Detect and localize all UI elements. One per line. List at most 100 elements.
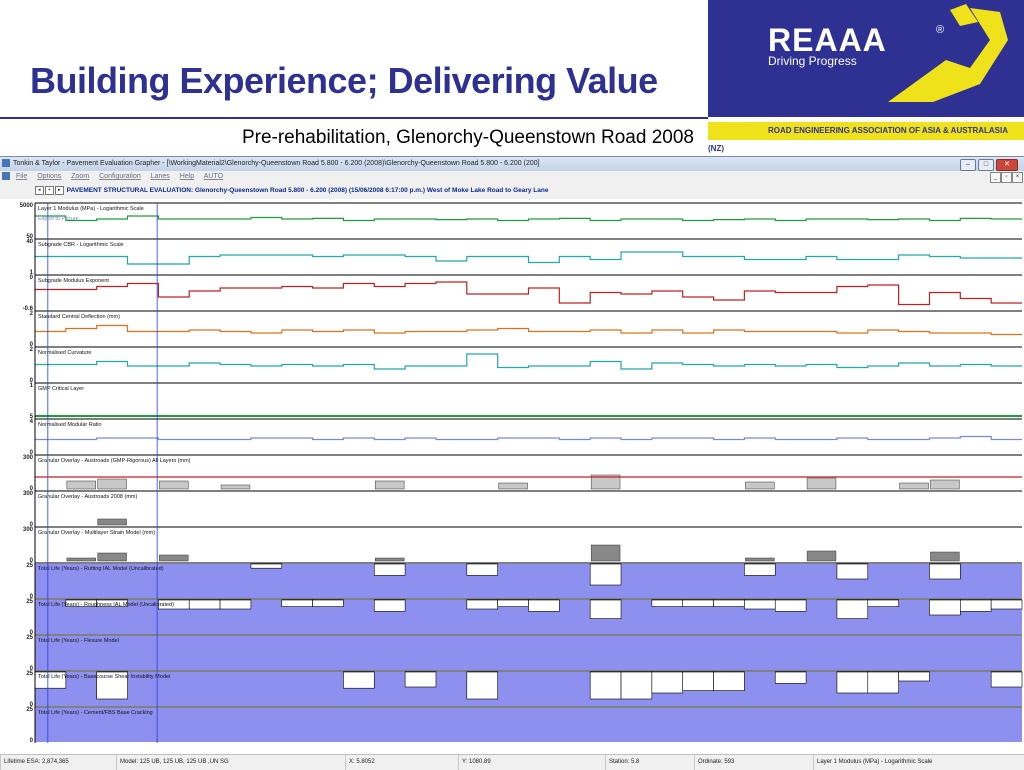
- pavement-chart[interactable]: Layer 1 Modulus (MPa) - Logarithmic Scal…: [0, 199, 1024, 755]
- life-gap: [219, 599, 252, 610]
- status-model: Model: 125 UB, 125 UB, 125 UB ,UN SG: [116, 755, 346, 770]
- life-gap: [651, 671, 684, 694]
- doc-restore-button[interactable]: ▫: [1001, 172, 1012, 183]
- axis-min-label: 0: [30, 342, 34, 348]
- panel-label: Granular Overlay - Austroads (GMP-Rigoro…: [38, 458, 191, 464]
- life-gap: [466, 563, 498, 576]
- minimize-button[interactable]: ‒: [960, 159, 976, 171]
- overlay-bar: [375, 557, 405, 562]
- maximize-button[interactable]: □: [978, 159, 994, 171]
- status-x: X: 5.8052: [345, 755, 459, 770]
- axis-max-label: 25: [26, 635, 33, 641]
- panel-label: Granular Overlay - Austroads 2008 (mm): [38, 494, 138, 500]
- axis-min-label: 5: [30, 414, 34, 420]
- menu-file[interactable]: File: [15, 173, 28, 180]
- life-gap: [774, 599, 807, 612]
- series-line: [35, 435, 1022, 441]
- life-gap: [497, 599, 529, 607]
- series-line: [35, 281, 1022, 306]
- header-row: ◂ + ▸ PAVEMENT STRUCTURAL EVALUATION: Glen…: [0, 183, 1024, 199]
- axis-max-label: 300: [23, 491, 34, 497]
- panel-label: Normalised Curvature: [38, 350, 92, 356]
- overlay-bar: [220, 484, 251, 490]
- overlay-bar: [97, 518, 127, 526]
- life-fill: [35, 564, 1022, 598]
- slide-subtitle: Pre-rehabilitation, Glenorchy-Queenstown…: [241, 127, 694, 148]
- axis-max-label: 4: [30, 419, 34, 425]
- status-station: Station: 5.8: [605, 755, 695, 770]
- series-line: [35, 251, 1022, 265]
- life-gap: [744, 563, 776, 576]
- menu-configuration[interactable]: Configuration: [99, 173, 141, 180]
- overlay-bar: [899, 482, 929, 490]
- life-gap: [867, 599, 899, 607]
- axis-max-label: 300: [23, 455, 34, 461]
- panel-label: Subgrade Modulus Exponent: [38, 278, 109, 284]
- life-gap: [713, 599, 745, 607]
- logo-road-graphic: [888, 4, 1008, 102]
- menu-help[interactable]: Help: [179, 173, 195, 180]
- axis-min-label: 0: [30, 486, 34, 492]
- axis-min-label: 0: [30, 738, 34, 744]
- menu-options[interactable]: Options: [37, 173, 62, 180]
- life-gap: [589, 563, 622, 586]
- life-gap: [96, 599, 128, 607]
- life-gap: [188, 599, 221, 610]
- axis-max-label: 25: [26, 563, 33, 569]
- life-gap: [466, 671, 498, 700]
- panel-label: Granular Overlay - Multilayer Strain Mod…: [38, 530, 155, 536]
- panel-label: GMP Critical Layer: [38, 386, 84, 392]
- status-ordinate: Ordinate: 593: [694, 755, 814, 770]
- panel-label: Total Life (Years) - Rutting IAL Model (…: [38, 566, 164, 572]
- status-lifetime-esa: Lifetime ESA: 2,874,365: [0, 755, 117, 770]
- axis-max-label: 2: [30, 347, 34, 353]
- add-section-button[interactable]: +: [44, 185, 54, 195]
- axis-min-label: 50: [26, 234, 33, 240]
- overlay-bar: [498, 482, 528, 490]
- panel-label: Standard Central Deflection (mm): [38, 314, 120, 320]
- life-gap: [836, 671, 869, 694]
- panel-4: Normalised Curvature 2 0: [30, 346, 1022, 384]
- menu-auto[interactable]: AUTO: [203, 173, 224, 180]
- life-gap: [373, 599, 406, 612]
- status-active-panel: Layer 1 Modulus (MPa) - Logarithmic Scal…: [813, 755, 1024, 770]
- doc-close-button[interactable]: ×: [1012, 172, 1023, 183]
- axis-min-label: 0: [30, 558, 34, 564]
- life-fill: [35, 636, 1022, 670]
- overlay-bar: [97, 552, 127, 562]
- life-gap: [929, 599, 961, 616]
- life-gap: [250, 563, 283, 569]
- menu-zoom[interactable]: Zoom: [71, 173, 90, 180]
- overlay-bar: [159, 554, 189, 562]
- logo-wordmark: REAAA: [768, 22, 887, 58]
- axis-max-label: 5000: [20, 203, 34, 209]
- life-gap: [651, 599, 684, 607]
- life-gap: [774, 671, 807, 684]
- logo-tagline: Driving Progress: [768, 54, 857, 68]
- overlay-bar: [375, 480, 405, 490]
- axis-min-label: 0: [30, 594, 34, 600]
- export-to-picture-link[interactable]: Export to Picture: [38, 216, 79, 222]
- status-y: Y: 1080.89: [458, 755, 606, 770]
- association-bar: ROAD ENGINEERING ASSOCIATION OF ASIA & A…: [708, 122, 1024, 153]
- close-button[interactable]: ✕: [996, 159, 1018, 171]
- life-gap: [312, 599, 344, 607]
- axis-max-label: 40: [26, 239, 33, 245]
- menu-lanes[interactable]: Lanes: [150, 173, 170, 180]
- title-rule: [0, 117, 708, 119]
- doc-minimize-button[interactable]: _: [990, 172, 1001, 183]
- life-gap: [990, 599, 1023, 610]
- life-gap: [744, 599, 776, 610]
- panel-2: Subgrade Modulus Exponent 0 -0.6: [23, 274, 1022, 312]
- axis-max-label: 2: [30, 311, 34, 317]
- life-fill: [35, 708, 1022, 742]
- life-gap: [836, 563, 869, 580]
- menu-bar: File Options Zoom Configuration Lanes He…: [0, 171, 1024, 183]
- next-section-button[interactable]: ▸: [54, 185, 64, 195]
- panel-1: Subgrade CBR - Logarithmic Scale 40 1: [26, 238, 1022, 276]
- panel-14: Total Life (Years) - Cement/FBS Base Cra…: [26, 706, 1022, 744]
- panel-10: Total Life (Years) - Rutting IAL Model (…: [26, 562, 1022, 600]
- first-section-button[interactable]: ◂: [34, 185, 44, 195]
- panel-label: Layer 1 Modulus (MPa) - Logarithmic Scal…: [38, 206, 144, 212]
- life-gap: [990, 671, 1023, 688]
